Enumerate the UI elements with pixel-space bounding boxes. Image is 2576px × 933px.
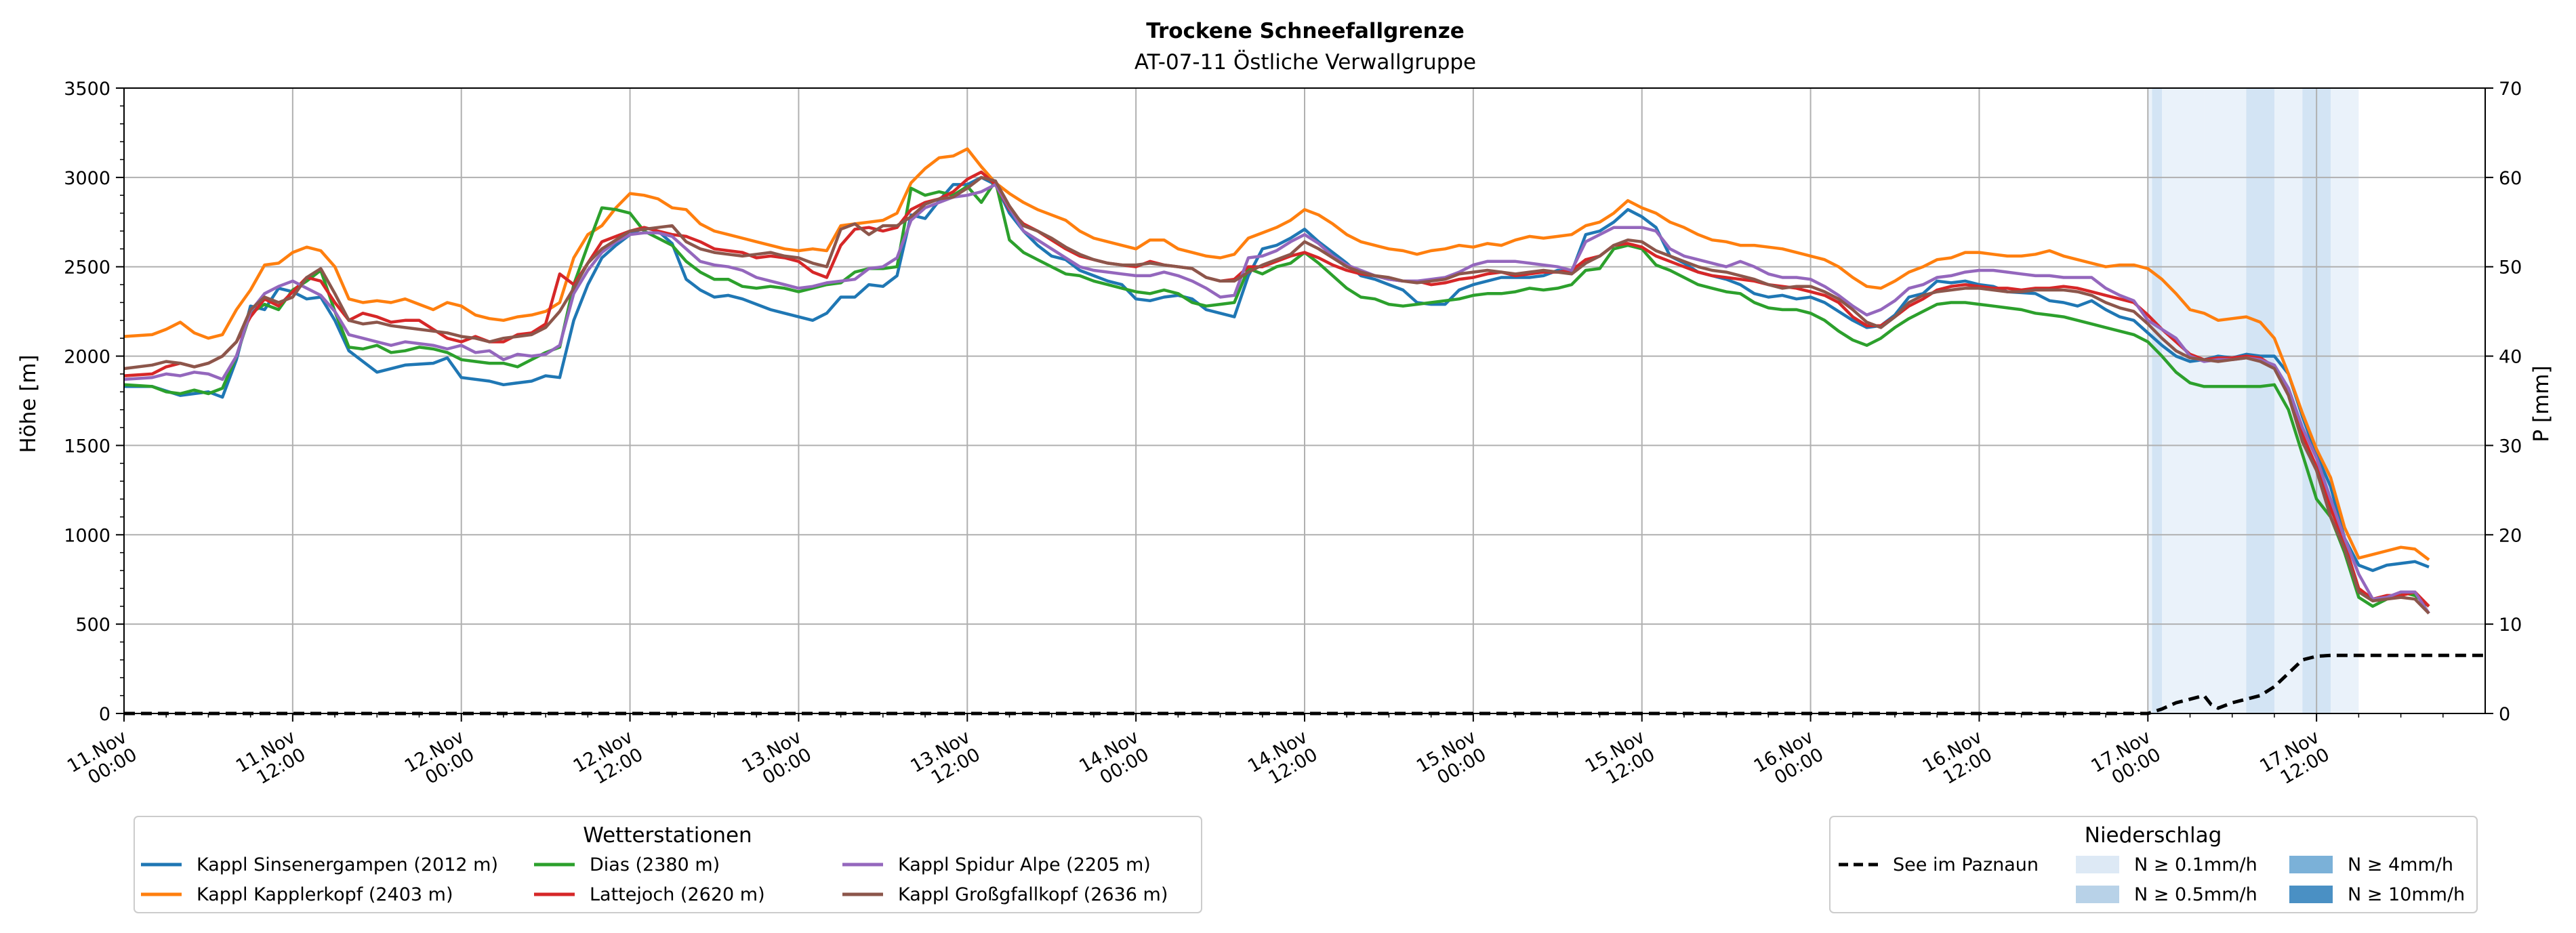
precip-level-swatch-0	[2076, 856, 2119, 873]
y2-tick-label-0: 0	[2499, 704, 2510, 725]
y2-axis-ticks: 0 10 20 30 40 50 60 70	[2485, 79, 2522, 725]
stations-legend-label-1: Kappl Kapplerkopf (2403 m)	[197, 884, 453, 905]
precip-series-line	[124, 653, 2485, 716]
stations-legend-box	[134, 816, 1202, 913]
y2-tick-label-5: 50	[2499, 257, 2522, 278]
precip-band-8	[2162, 88, 2205, 713]
precip-level-label-2: N ≥ 4mm/h	[2348, 854, 2453, 875]
precip-level-label-3: N ≥ 10mm/h	[2348, 884, 2465, 905]
precip-band-9	[2204, 88, 2205, 713]
chart-subtitle: AT-07-11 Östliche Verwallgruppe	[1134, 49, 1476, 75]
precip-band-7	[2152, 88, 2163, 713]
precip-level-swatch-1	[2076, 886, 2119, 903]
stations-legend-label-2: Dias (2380 m)	[590, 854, 720, 875]
y2-axis-label: P [mm]	[2529, 365, 2554, 442]
y-axis-ticks: 0 500 1000 1500 2000 2500 3000 3500	[64, 79, 124, 725]
y-tick-label-0: 0	[99, 704, 110, 725]
y-tick-label-4: 2000	[64, 347, 110, 368]
precip-legend-title: Niederschlag	[2085, 823, 2222, 848]
series-line-3	[123, 170, 2430, 608]
y2-tick-label-3: 30	[2499, 436, 2522, 457]
series-lines	[123, 147, 2430, 615]
y-tick-label-5: 2500	[64, 257, 110, 278]
y-tick-label-1: 500	[75, 615, 110, 636]
y2-tick-label-1: 10	[2499, 615, 2522, 636]
precip-bands	[2148, 88, 2359, 713]
chart-title: Trockene Schneefallgrenze	[1146, 19, 1465, 43]
stations-legend-title: Wetterstationen	[583, 823, 752, 848]
stations-legend-entries: Kappl Sinsenergampen (2012 m) Kappl Kappl…	[141, 854, 1168, 905]
stations-legend-label-5: Kappl Großgfallkopf (2636 m)	[898, 884, 1168, 905]
stations-legend-label-3: Lattejoch (2620 m)	[590, 884, 765, 905]
precip-level-swatch-2	[2289, 856, 2333, 873]
precip-band-5	[2330, 88, 2359, 713]
series-line-0	[124, 175, 2430, 573]
y-axis-label: Höhe [m]	[16, 354, 41, 453]
precip-legend: Niederschlag See im Paznaun N ≥ 0.1mm/hN…	[1829, 816, 2478, 913]
y-tick-label-2: 1000	[64, 525, 110, 546]
precip-band-6	[2148, 88, 2152, 713]
precip-level-label-1: N ≥ 0.5mm/h	[2134, 884, 2257, 905]
precip-level-label-0: N ≥ 0.1mm/h	[2134, 854, 2257, 875]
precip-line	[124, 653, 2485, 716]
series-line-4	[123, 183, 2430, 615]
precip-band-10	[2246, 88, 2274, 713]
stations-legend: Wetterstationen Kappl Sinsenergampen (20…	[134, 816, 1202, 913]
series-line-1	[123, 147, 2430, 561]
precip-level-legend-entries: N ≥ 0.1mm/h N ≥ 0.5mm/h N ≥ 4mm/h N ≥ 10mm/…	[2076, 854, 2465, 905]
series-line-2	[123, 179, 2430, 608]
y2-tick-label-2: 20	[2499, 525, 2522, 546]
y2-tick-label-7: 70	[2499, 79, 2522, 100]
y-tick-label-6: 3000	[64, 168, 110, 189]
y-tick-label-7: 3500	[64, 79, 110, 100]
precip-band-0	[2204, 88, 2218, 713]
y2-tick-label-6: 60	[2499, 168, 2522, 189]
stations-legend-label-4: Kappl Spidur Alpe (2205 m)	[898, 854, 1151, 875]
y-tick-label-3: 1500	[64, 436, 110, 457]
series-line-5	[123, 175, 2430, 615]
precip-level-swatch-3	[2289, 886, 2333, 903]
y2-tick-label-4: 40	[2499, 347, 2522, 368]
precip-legend-label: See im Paznaun	[1893, 854, 2039, 875]
stations-legend-label-0: Kappl Sinsenergampen (2012 m)	[197, 854, 498, 875]
